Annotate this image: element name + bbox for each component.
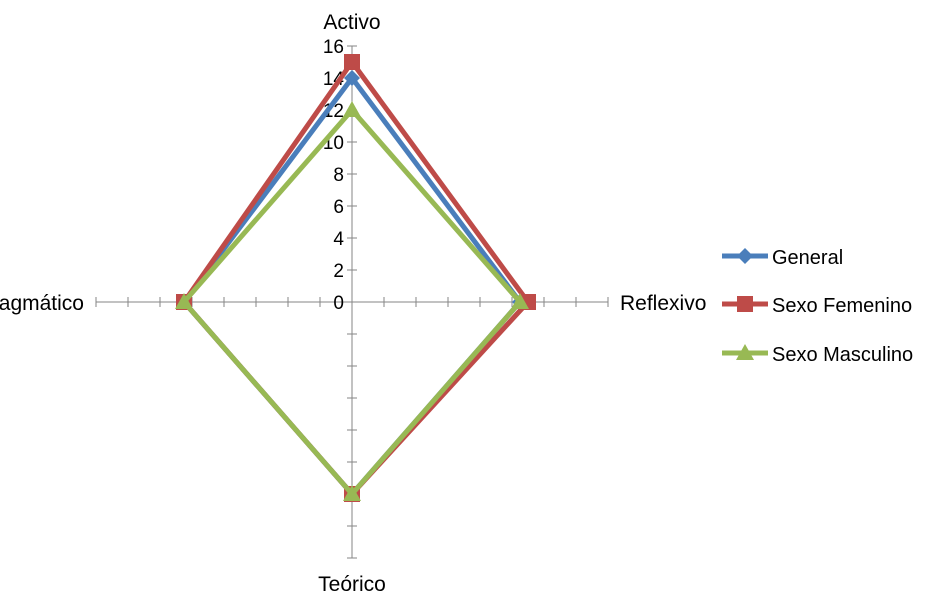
tick-label: 6 [333, 197, 344, 218]
legend-label: Sexo Femenino [772, 295, 912, 317]
legend-label: Sexo Masculino [772, 344, 913, 366]
tick-label: 0 [333, 293, 344, 314]
tick-label: 16 [323, 37, 344, 58]
legend: General Sexo Femenino Sexo Masculino [722, 247, 913, 366]
axis-label-activo: Activo [323, 11, 380, 34]
series-sexo-femenino [176, 54, 536, 502]
series-sexo-masculino [175, 101, 529, 501]
data-point [343, 485, 361, 501]
axis-label-reflexivo: Reflexivo [620, 292, 706, 315]
legend-marker [737, 296, 753, 312]
axis-label-pragmatico: Pragmático [0, 292, 84, 315]
legend-marker [737, 248, 753, 264]
tick-label: 2 [333, 261, 344, 282]
data-point [344, 70, 360, 86]
data-point [511, 293, 529, 309]
legend-marker [736, 344, 754, 360]
data-point [343, 101, 361, 117]
legend-item-general: General [722, 247, 843, 269]
data-point [175, 293, 193, 309]
series-line [181, 59, 531, 497]
labels-layer: Activo Reflexivo Teórico Pragmático [0, 11, 706, 596]
tick-label: 4 [333, 229, 344, 250]
legend-label: General [772, 247, 843, 269]
legend-item-sexo-masculino: Sexo Masculino [722, 344, 913, 366]
axis-label-teorico: Teórico [318, 573, 386, 596]
legend-item-sexo-femenino: Sexo Femenino [722, 295, 912, 317]
data-point [344, 54, 360, 70]
tick-label: 8 [333, 165, 344, 186]
series-layer [175, 54, 536, 502]
